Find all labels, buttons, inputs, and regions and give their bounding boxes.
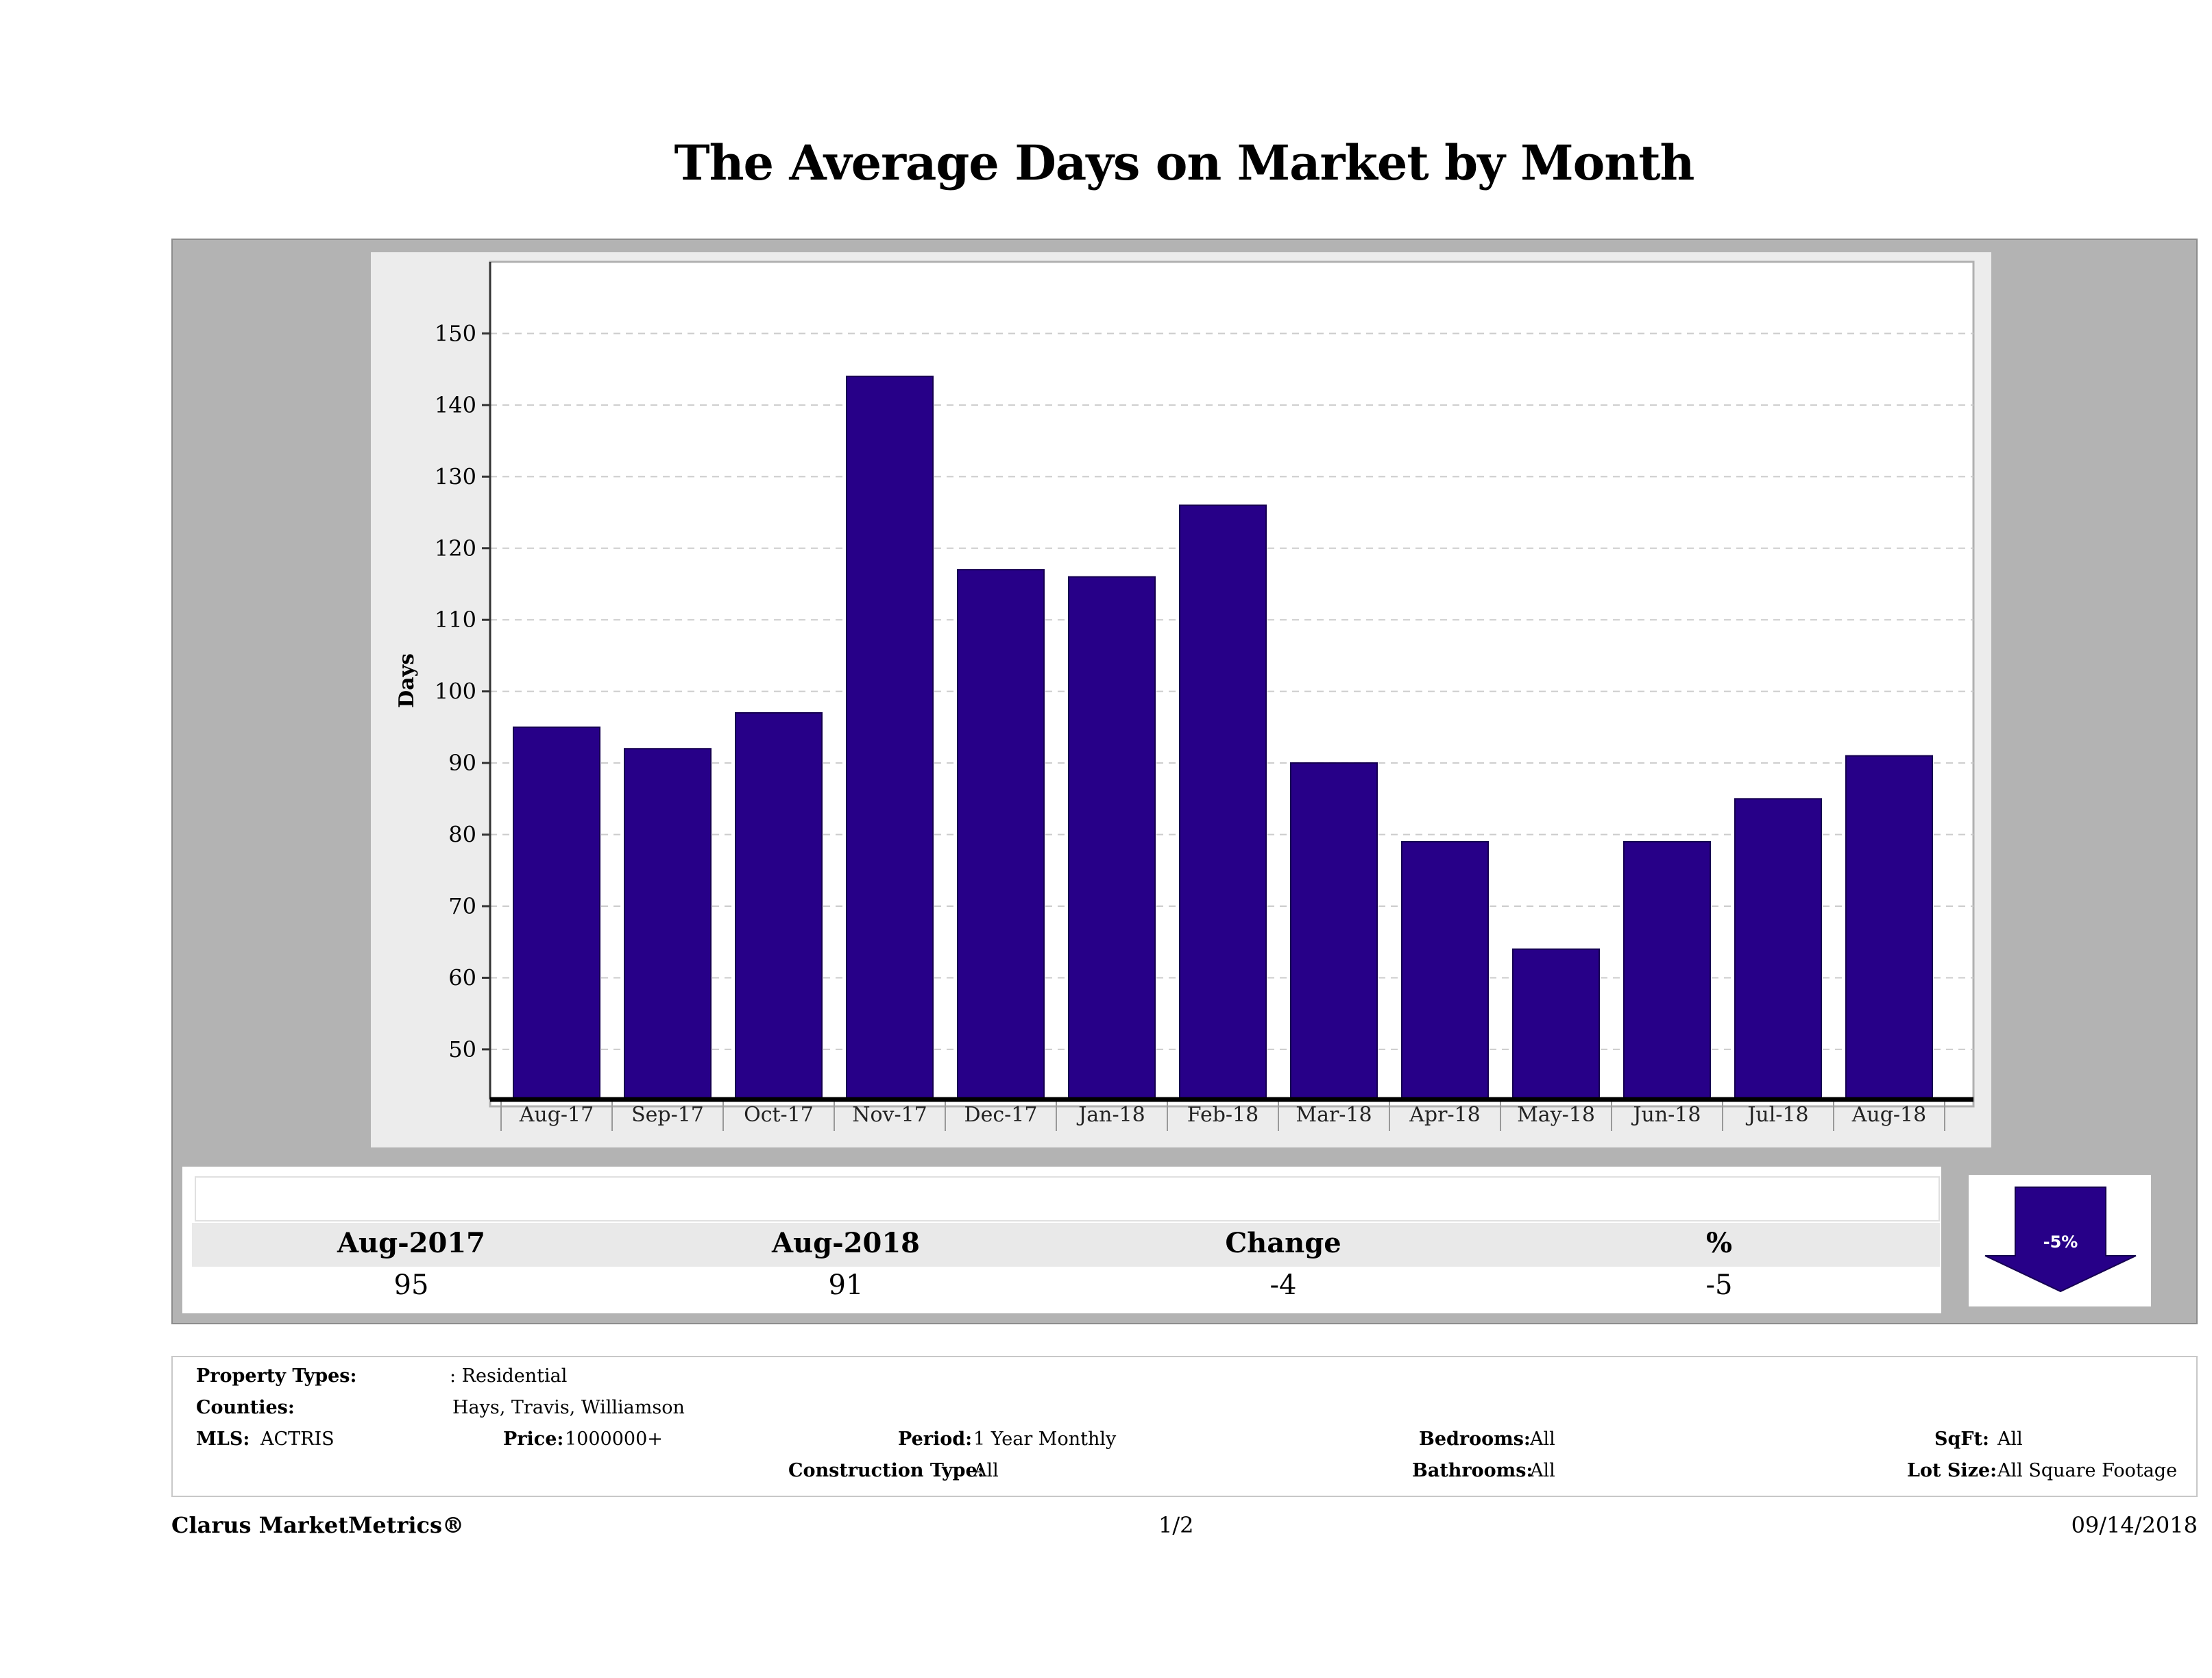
brand-name: Clarus MarketMetrics® [171, 1512, 465, 1538]
x-tick-label: Mar-18 [1296, 1103, 1372, 1127]
x-tick-label: Sep-17 [631, 1103, 704, 1127]
x-tick-label: Feb-18 [1187, 1103, 1259, 1127]
bar-feb-18 [1179, 504, 1267, 1101]
lot-size-value: All Square Footage [1997, 1460, 2178, 1481]
y-tick-label: 130 [435, 463, 476, 489]
summary-value-start: 95 [393, 1269, 429, 1301]
bar-mar-18 [1290, 762, 1378, 1100]
y-tick-label: 80 [448, 822, 476, 848]
price-label: Price: [503, 1428, 564, 1450]
period-label: Period: [898, 1428, 973, 1450]
y-axis-label: Days [395, 653, 419, 708]
summary-value-percent: -5 [1705, 1269, 1733, 1301]
bar-chart: 50 60 70 80 90 100 110 120 130 140 150 Aug-17 Sep-1… [371, 252, 1991, 1147]
x-tick-label: Aug-17 [519, 1103, 594, 1127]
change-badge: -5% [1969, 1175, 2151, 1306]
down-arrow-icon: -5% [1984, 1187, 2137, 1293]
x-tick-label: Jan-18 [1076, 1103, 1145, 1127]
construction-type-value: All [973, 1460, 999, 1481]
bar-aug-17 [513, 726, 600, 1100]
summary-value-end: 91 [828, 1269, 864, 1301]
sqft-value: All [1997, 1428, 2023, 1450]
bar-apr-18 [1401, 841, 1489, 1100]
page-title: The Average Days on Market by Month [674, 134, 1695, 191]
property-types-label: Property Types: [196, 1365, 357, 1387]
y-tick-label: 90 [448, 750, 476, 776]
construction-type-label: Construction Type: [788, 1460, 984, 1481]
summary-header-end: Aug-2018 [771, 1227, 920, 1259]
x-tick-label: Dec-17 [964, 1103, 1038, 1127]
bar-jul-18 [1734, 798, 1822, 1100]
summary-header-percent: % [1705, 1227, 1732, 1259]
summary-spacer-row [195, 1176, 1940, 1221]
bar-sep-17 [624, 748, 712, 1100]
x-tick-label: Nov-17 [852, 1103, 927, 1127]
x-tick-label: May-18 [1517, 1103, 1595, 1127]
y-tick-label: 60 [448, 964, 476, 990]
summary-header-start: Aug-2017 [337, 1227, 485, 1259]
bar-jun-18 [1623, 841, 1711, 1100]
sqft-label: SqFt: [1934, 1428, 1989, 1450]
bedrooms-value: All [1530, 1428, 1555, 1450]
mls-value: ACTRIS [260, 1428, 335, 1450]
filters-panel [171, 1356, 2198, 1497]
page-number: 1/2 [1158, 1512, 1194, 1538]
price-value: 1000000+ [565, 1428, 663, 1450]
change-badge-label: -5% [2043, 1232, 2078, 1252]
summary-value-change: -4 [1269, 1269, 1297, 1301]
x-tick-label: Oct-17 [744, 1103, 814, 1127]
summary-value-row [195, 1268, 1940, 1308]
x-tick-label: Jul-18 [1745, 1103, 1808, 1127]
bathrooms-label: Bathrooms: [1412, 1460, 1533, 1481]
bar-jan-18 [1068, 576, 1156, 1100]
y-tick-label: 50 [448, 1036, 476, 1062]
x-tick-label: Apr-18 [1409, 1103, 1481, 1127]
bar-may-18 [1512, 948, 1600, 1101]
report-date: 09/14/2018 [2071, 1512, 2198, 1538]
y-tick-label: 120 [435, 535, 476, 561]
y-tick-label: 110 [435, 607, 476, 633]
y-axis-ticks: 50 60 70 80 90 100 110 120 130 140 150 [435, 320, 490, 1062]
period-value: 1 Year Monthly [973, 1428, 1117, 1450]
counties-label: Counties: [196, 1397, 295, 1418]
x-axis-ticks: Aug-17 Sep-17 Oct-17 Nov-17 Dec-17 Jan-18 Feb-… [500, 1101, 1945, 1131]
summary-header-change: Change [1225, 1227, 1341, 1259]
bar-dec-17 [957, 569, 1045, 1101]
summary-header-row [192, 1223, 1940, 1267]
bar-nov-17 [846, 376, 934, 1101]
bar-aug-18 [1845, 755, 1933, 1101]
bathrooms-value: All [1530, 1460, 1555, 1481]
y-tick-label: 100 [435, 679, 476, 705]
bar-oct-17 [735, 712, 823, 1100]
counties-value: Hays, Travis, Williamson [452, 1397, 685, 1418]
y-tick-label: 150 [435, 320, 476, 346]
x-tick-label: Jun-18 [1631, 1103, 1701, 1127]
y-tick-label: 70 [448, 893, 476, 919]
lot-size-label: Lot Size: [1907, 1460, 1997, 1481]
bars [513, 376, 1933, 1101]
y-tick-label: 140 [435, 392, 476, 418]
property-types-value: : Residential [450, 1365, 568, 1387]
mls-label: MLS: [196, 1428, 250, 1450]
x-tick-label: Aug-18 [1851, 1103, 1927, 1127]
bedrooms-label: Bedrooms: [1419, 1428, 1531, 1450]
